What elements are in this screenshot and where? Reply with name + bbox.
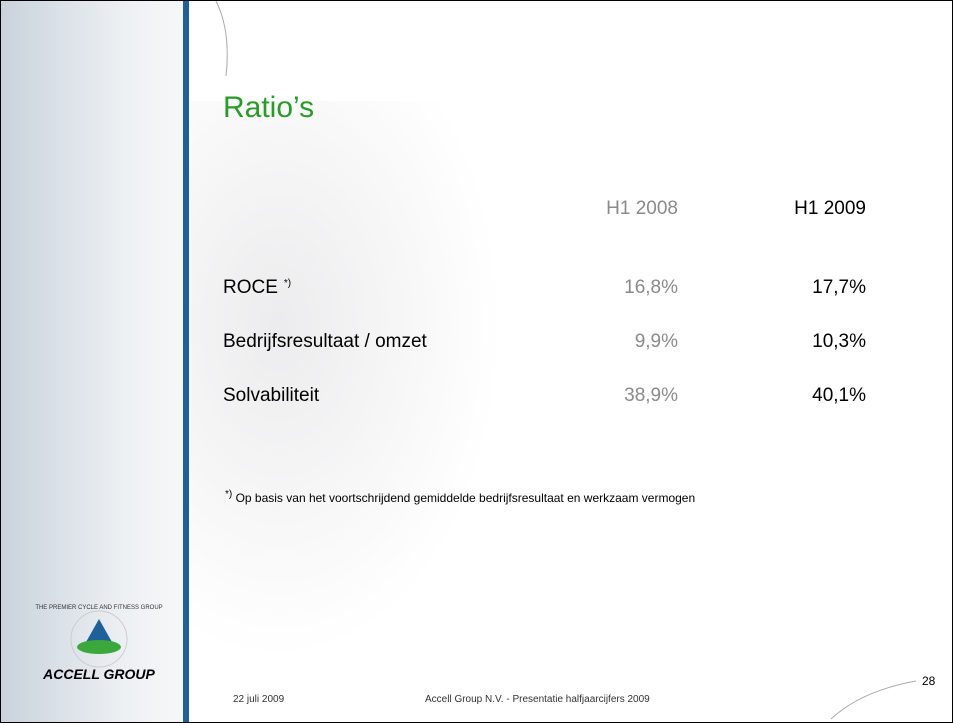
row-label: Solvabiliteit bbox=[223, 385, 319, 407]
row-label-text: Bedrijfsresultaat / omzet bbox=[223, 331, 427, 352]
logo-text: ACCELL GROUP bbox=[42, 666, 155, 682]
row-label-text: ROCE bbox=[223, 277, 278, 298]
footer-text: Accell Group N.V. - Presentatie halfjaar… bbox=[425, 694, 650, 705]
footer-date: 22 juli 2009 bbox=[233, 694, 285, 705]
logo-ring: THE PREMIER CYCLE AND FITNESS GROUP bbox=[35, 605, 162, 611]
value-2008: 9,9% bbox=[634, 331, 678, 352]
title: Ratio’s bbox=[223, 91, 315, 124]
value-2009: 40,1% bbox=[812, 385, 866, 406]
background-image bbox=[183, 101, 503, 661]
column-header: H1 2009 bbox=[794, 198, 866, 219]
decoration bbox=[830, 680, 917, 720]
value-2009: 17,7% bbox=[812, 277, 866, 298]
footnote-mark: *) bbox=[225, 489, 233, 500]
note: *) bbox=[283, 277, 292, 289]
side-panel bbox=[1, 1, 183, 722]
value-2008: 16,8% bbox=[624, 277, 678, 298]
row-label-text: Solvabiliteit bbox=[223, 385, 320, 406]
page-number: 28 bbox=[922, 674, 936, 688]
logo: THE PREMIER CYCLE AND FITNESS GROUP ACCE… bbox=[35, 605, 162, 682]
decoration bbox=[215, 1, 228, 77]
footnote: *) Op basis van het voortschrijdend gemi… bbox=[225, 489, 695, 505]
row-label: ROCE *) bbox=[223, 277, 291, 299]
divider bbox=[183, 1, 189, 722]
value-2008: 38,9% bbox=[624, 385, 678, 406]
footnote-text: Op basis van het voortschrijdend gemidde… bbox=[235, 491, 696, 505]
value-2009: 10,3% bbox=[812, 331, 866, 352]
row-label: Bedrijfsresultaat / omzet bbox=[223, 331, 427, 353]
column-header: H1 2008 bbox=[606, 198, 678, 219]
